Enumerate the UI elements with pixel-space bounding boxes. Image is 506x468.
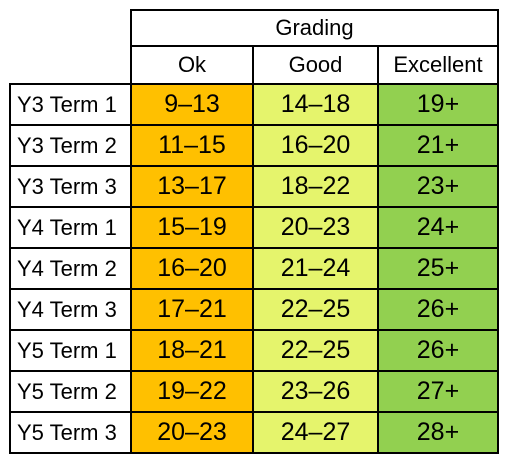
grading-title: Grading	[130, 9, 499, 47]
row-label: Y3 Term 2	[9, 124, 132, 167]
excellent-range-cell: 28+	[377, 411, 499, 454]
grading-table: Grading Ok Good Excellent Y3 Term 1 9–13…	[9, 9, 499, 454]
table-row: Y4 Term 3 17–21 22–25 26+	[9, 288, 499, 331]
good-range-cell: 24–27	[252, 411, 379, 454]
good-range-cell: 16–20	[252, 124, 379, 167]
ok-range-cell: 13–17	[130, 165, 254, 208]
good-range-cell: 22–25	[252, 329, 379, 372]
table-row: Y5 Term 1 18–21 22–25 26+	[9, 329, 499, 372]
excellent-range-cell: 21+	[377, 124, 499, 167]
row-label: Y5 Term 3	[9, 411, 132, 454]
table-row: Y4 Term 2 16–20 21–24 25+	[9, 247, 499, 290]
table-row: Y3 Term 3 13–17 18–22 23+	[9, 165, 499, 208]
ok-range-cell: 17–21	[130, 288, 254, 331]
excellent-range-cell: 19+	[377, 83, 499, 126]
excellent-range-cell: 26+	[377, 288, 499, 331]
corner-cell	[10, 46, 131, 84]
table-row: Y3 Term 1 9–13 14–18 19+	[9, 83, 499, 126]
excellent-range-cell: 27+	[377, 370, 499, 413]
ok-range-cell: 19–22	[130, 370, 254, 413]
table-row: Y5 Term 3 20–23 24–27 28+	[9, 411, 499, 454]
column-header-good: Good	[252, 45, 379, 85]
row-label: Y3 Term 3	[9, 165, 132, 208]
good-range-cell: 21–24	[252, 247, 379, 290]
good-range-cell: 20–23	[252, 206, 379, 249]
row-label: Y5 Term 2	[9, 370, 132, 413]
good-range-cell: 22–25	[252, 288, 379, 331]
row-label: Y3 Term 1	[9, 83, 132, 126]
ok-range-cell: 9–13	[130, 83, 254, 126]
ok-range-cell: 11–15	[130, 124, 254, 167]
corner-cell	[10, 10, 131, 46]
ok-range-cell: 20–23	[130, 411, 254, 454]
header-row-columns: Ok Good Excellent	[10, 45, 499, 85]
good-range-cell: 23–26	[252, 370, 379, 413]
row-label: Y4 Term 2	[9, 247, 132, 290]
row-label: Y4 Term 3	[9, 288, 132, 331]
row-label: Y5 Term 1	[9, 329, 132, 372]
column-header-excellent: Excellent	[377, 45, 499, 85]
table-row: Y3 Term 2 11–15 16–20 21+	[9, 124, 499, 167]
good-range-cell: 18–22	[252, 165, 379, 208]
excellent-range-cell: 26+	[377, 329, 499, 372]
excellent-range-cell: 23+	[377, 165, 499, 208]
excellent-range-cell: 24+	[377, 206, 499, 249]
excellent-range-cell: 25+	[377, 247, 499, 290]
ok-range-cell: 15–19	[130, 206, 254, 249]
table-row: Y5 Term 2 19–22 23–26 27+	[9, 370, 499, 413]
good-range-cell: 14–18	[252, 83, 379, 126]
row-label: Y4 Term 1	[9, 206, 132, 249]
header-row-title: Grading	[10, 9, 499, 47]
column-header-ok: Ok	[130, 45, 254, 85]
ok-range-cell: 16–20	[130, 247, 254, 290]
ok-range-cell: 18–21	[130, 329, 254, 372]
table-row: Y4 Term 1 15–19 20–23 24+	[9, 206, 499, 249]
